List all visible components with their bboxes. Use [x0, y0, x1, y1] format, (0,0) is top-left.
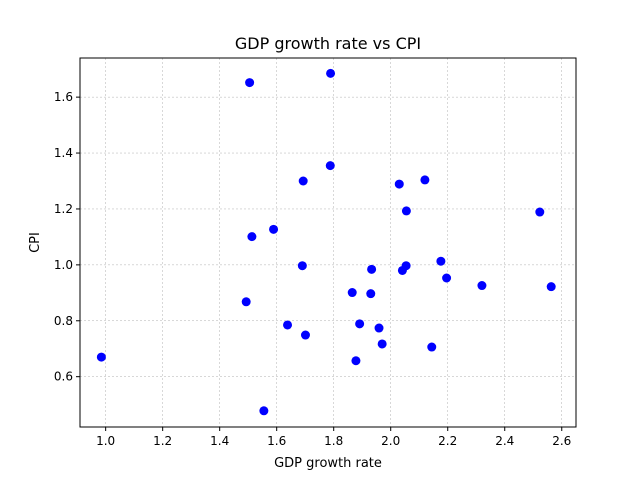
grid-lines — [80, 58, 576, 427]
data-point — [326, 68, 336, 78]
x-tick-label: 1.0 — [96, 434, 115, 448]
data-point — [325, 161, 335, 171]
data-point — [241, 297, 251, 307]
data-point — [401, 206, 411, 216]
data-point — [300, 330, 310, 340]
data-point — [420, 175, 430, 185]
data-point — [269, 224, 279, 234]
data-point — [298, 176, 308, 186]
y-tick-label: 0.6 — [54, 370, 73, 384]
plot-area-frame — [79, 57, 577, 428]
data-point — [245, 78, 255, 88]
data-point — [535, 207, 545, 217]
data-point — [247, 232, 257, 242]
data-point — [427, 342, 437, 352]
x-tick-label: 2.4 — [495, 434, 514, 448]
x-tick-label: 1.2 — [153, 434, 172, 448]
x-tick-label: 2.0 — [381, 434, 400, 448]
data-point — [355, 319, 365, 329]
axis-ticks: 1.0 1.2 1.4 1.6 1.8 2.0 2.2 2.4 2.6 0.6 0.8 1.0 1.2 1… — [54, 90, 571, 448]
data-point — [366, 289, 376, 299]
chart-title: GDP growth rate vs CPI — [235, 34, 421, 53]
x-tick-label: 1.4 — [210, 434, 229, 448]
x-tick-label: 1.8 — [324, 434, 343, 448]
y-tick-label: 1.6 — [54, 90, 73, 104]
data-point — [546, 282, 556, 292]
x-tick-label: 1.6 — [267, 434, 286, 448]
data-point — [367, 264, 377, 274]
data-point — [442, 273, 452, 283]
x-axis-label: GDP growth rate — [274, 456, 382, 471]
data-point — [351, 356, 361, 366]
data-point — [96, 352, 106, 362]
x-tick-label: 2.2 — [438, 434, 457, 448]
data-point — [394, 179, 404, 189]
data-point — [436, 256, 446, 266]
data-point — [347, 288, 357, 298]
y-tick-label: 1.2 — [54, 202, 73, 216]
y-tick-label: 0.8 — [54, 314, 73, 328]
y-tick-label: 1.0 — [54, 258, 73, 272]
y-axis-label: CPI — [28, 232, 43, 253]
data-point — [374, 323, 384, 333]
data-point — [401, 261, 411, 271]
data-point — [283, 320, 293, 330]
data-point — [259, 406, 269, 416]
data-point — [297, 261, 307, 271]
data-point — [477, 281, 487, 291]
data-point — [377, 339, 387, 349]
data-points — [96, 68, 556, 416]
x-tick-label: 2.6 — [552, 434, 571, 448]
y-tick-label: 1.4 — [54, 146, 73, 160]
